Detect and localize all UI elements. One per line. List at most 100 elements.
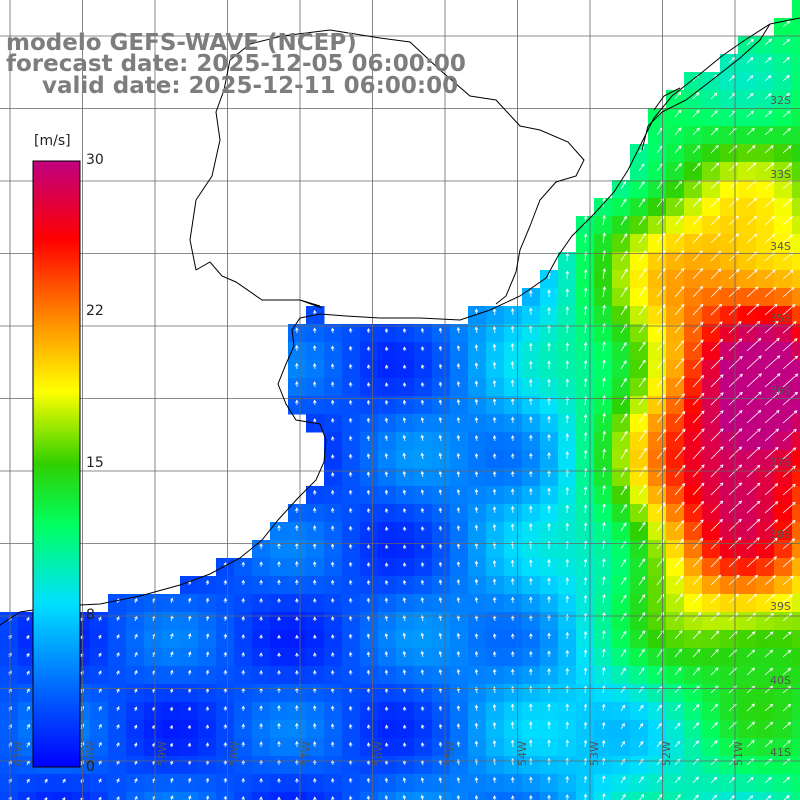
wind-arrow: [729, 795, 736, 800]
wind-arrow: [565, 360, 570, 370]
wind-arrow: [638, 776, 644, 784]
wind-arrow: [492, 721, 497, 730]
wind-arrow: [510, 488, 515, 496]
wind-speed-cell: [414, 450, 433, 469]
wind-speed-cell: [666, 666, 685, 685]
wind-speed-cell: [270, 576, 289, 595]
wind-arrow: [384, 669, 389, 676]
wind-speed-cell: [612, 720, 631, 739]
wind-arrow: [692, 740, 700, 748]
wind-speed-cell: [378, 558, 397, 577]
wind-arrow: [674, 215, 684, 226]
wind-arrow: [529, 794, 533, 800]
wind-arrow: [438, 650, 443, 658]
wind-speed-cell: [378, 576, 397, 595]
wind-arrow: [187, 669, 192, 676]
wind-arrow: [402, 777, 407, 784]
wind-arrow: [547, 558, 551, 568]
wind-arrow: [313, 597, 317, 604]
wind-arrow: [420, 794, 425, 800]
wind-arrow: [601, 721, 606, 730]
wind-speed-cell: [342, 630, 361, 649]
wind-arrow: [420, 562, 425, 568]
wind-arrow: [420, 669, 425, 676]
wind-arrow: [583, 594, 588, 604]
wind-arrow: [312, 381, 317, 388]
wind-arrow: [674, 91, 682, 100]
wind-speed-cell: [648, 270, 667, 289]
wind-arrow: [710, 518, 724, 532]
wind-speed-cell: [432, 468, 451, 487]
wind-arrow: [583, 522, 588, 532]
wind-speed-cell: [324, 594, 343, 613]
wind-speed-cell: [630, 612, 649, 631]
wind-speed-cell: [612, 450, 631, 469]
wind-arrow: [510, 416, 515, 424]
wind-arrow: [746, 776, 754, 784]
wind-speed-cell: [540, 666, 559, 685]
wind-speed-cell: [612, 378, 631, 397]
wind-arrow: [602, 286, 606, 298]
wind-arrow: [456, 326, 461, 334]
wind-speed-cell: [630, 630, 649, 649]
wind-arrow: [547, 650, 551, 658]
wind-speed-cell: [684, 234, 703, 253]
wind-arrow: [710, 338, 724, 352]
wind-arrow: [187, 795, 192, 800]
wind-speed-cell: [630, 648, 649, 667]
wind-arrow: [746, 75, 754, 82]
wind-speed-cell: [792, 108, 800, 127]
wind-speed-cell: [324, 648, 343, 667]
wind-arrow: [728, 197, 739, 208]
wind-speed-cell: [378, 792, 397, 800]
wind-arrow: [602, 232, 606, 244]
wind-arrow: [366, 489, 371, 496]
wind-speed-cell: [576, 270, 595, 289]
wind-arrow: [710, 374, 724, 388]
wind-speed-cell: [198, 648, 217, 667]
wind-speed-cell: [180, 756, 199, 775]
wind-speed-cell: [468, 756, 487, 775]
wind-arrow: [474, 560, 479, 568]
wind-arrow: [638, 484, 647, 496]
wind-arrow: [529, 416, 533, 424]
wind-speed-cell: [630, 468, 649, 487]
wind-arrow: [692, 410, 705, 424]
wind-arrow: [728, 612, 739, 622]
wind-arrow: [638, 740, 644, 748]
wind-speed-cell: [792, 180, 800, 199]
wind-speed-cell: [486, 594, 505, 613]
wind-arrow: [187, 742, 192, 748]
wind-speed-cell: [288, 648, 307, 667]
wind-speed-cell: [288, 504, 307, 523]
wind-speed-cell: [18, 648, 37, 667]
wind-arrow: [295, 777, 299, 784]
wind-speed-cell: [432, 792, 451, 800]
wind-speed-cell: [396, 450, 415, 469]
wind-arrow: [746, 110, 755, 118]
wind-arrow: [223, 705, 228, 712]
wind-speed-cell: [324, 774, 343, 793]
wind-speed-cell: [792, 234, 800, 253]
wind-arrow: [565, 739, 570, 748]
wind-speed-cell: [702, 414, 721, 433]
wind-arrow: [492, 453, 497, 460]
wind-speed-cell: [702, 342, 721, 361]
wind-speed-cell: [612, 792, 631, 800]
wind-arrow: [402, 650, 407, 658]
wind-arrow: [693, 794, 699, 800]
wind-speed-cell: [666, 270, 685, 289]
wind-speed-cell: [288, 558, 307, 577]
wind-arrow: [402, 544, 407, 550]
wind-arrow: [402, 562, 407, 568]
wind-arrow: [223, 597, 228, 604]
wind-arrow: [259, 741, 263, 748]
wind-speed-cell: [612, 342, 631, 361]
wind-arrow: [764, 303, 778, 316]
wind-arrow: [116, 706, 120, 712]
wind-arrow: [601, 775, 606, 784]
wind-arrow: [764, 409, 780, 424]
wind-arrow: [710, 92, 718, 100]
model-title: modelo GEFS-WAVE (NCEP): [6, 30, 357, 56]
wind-speed-cell: [162, 792, 181, 800]
